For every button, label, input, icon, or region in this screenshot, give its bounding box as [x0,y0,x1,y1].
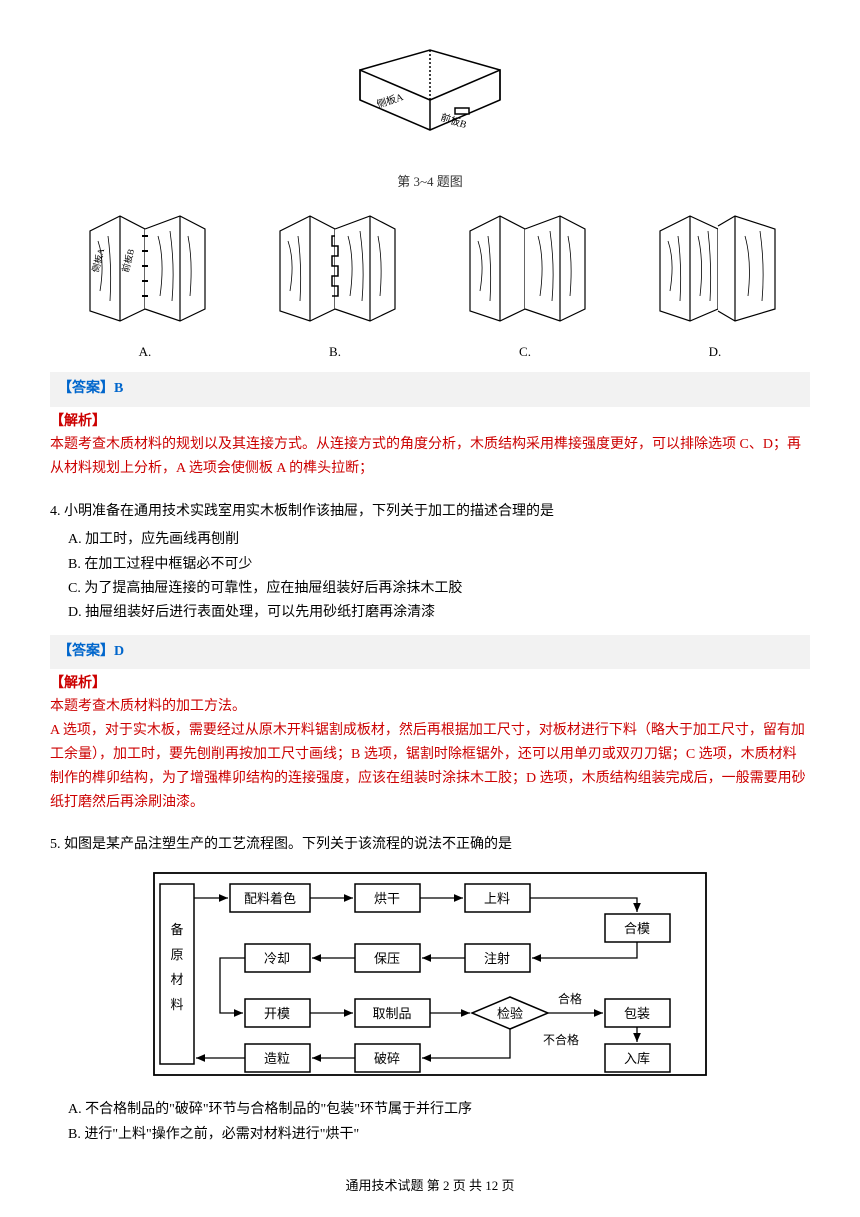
answer-label: 【答案】 [58,644,114,659]
option-label-b: B. [240,342,430,363]
footer-suffix: 页 [498,1178,514,1193]
fc-n8: 开模 [264,1006,290,1021]
fc-n1: 配料着色 [244,891,296,906]
fc-n14: 造粒 [264,1051,290,1066]
fc-start: 备 [170,922,183,937]
svg-text:原: 原 [170,947,183,962]
fc-n13: 破碎 [374,1051,400,1066]
q4-block: 4. 小明准备在通用技术实践室用实木板制作该抽屉，下列关于加工的描述合理的是 A… [50,501,810,625]
fc-n7: 冷却 [264,951,290,966]
q3-analysis-text: 本题考查木质材料的规划以及其连接方式。从连接方式的角度分析，木质结构采用榫接强度… [50,433,810,481]
q5-stem: 5. 如图是某产品注塑生产的工艺流程图。下列关于该流程的说法不正确的是 [50,834,810,856]
option-label-a: A. [50,342,240,363]
fc-pass-label: 合格 [558,991,582,1006]
option-label-c: C. [430,342,620,363]
q3-answer-block: 【答案】B [50,372,810,406]
answer-value: D [114,644,124,659]
q5-partial-options: A. 不合格制品的"破碎"环节与合格制品的"包装"环节属于并行工序 B. 进行"… [50,1099,810,1146]
q3-analysis-label: 【解析】 [50,411,810,433]
drawer-main-figure: 侧板A 前板B [330,40,530,168]
svg-text:料: 料 [170,997,183,1012]
svg-text:材: 材 [170,972,183,987]
q4-opt-b: B. 在加工过程中框锯必不可少 [68,554,810,576]
fc-n12: 入库 [624,1051,650,1066]
footer-prefix: 通用技术试题 第 [345,1178,443,1193]
fc-n5: 注射 [484,951,510,966]
q4-options: A. 加工时，应先画线再刨削 B. 在加工过程中框锯必不可少 C. 为了提高抽屉… [50,529,810,625]
q5-opt-b: B. 进行"上料"操作之前，必需对材料进行"烘干" [68,1124,810,1146]
q4-analysis-text: 本题考查木质材料的加工方法。 A 选项，对于实木板，需要经过从原木开料锯割成板材… [50,695,810,814]
q5-block: 5. 如图是某产品注塑生产的工艺流程图。下列关于该流程的说法不正确的是 [50,834,810,856]
option-figure-c: C. [430,201,620,362]
fc-n3: 上料 [484,891,510,906]
fc-n11: 包装 [624,1006,650,1021]
figure-main-container: 侧板A 前板B 第 3~4 题图 [50,40,810,193]
option-figure-a: 侧板A 前板B A. [50,201,240,362]
q4-opt-d: D. 抽屉组装好后进行表面处理，可以先用砂纸打磨再涂清漆 [68,602,810,624]
footer-mid: 页 共 [449,1178,485,1193]
fc-n9: 取制品 [372,1006,411,1021]
answer-value: B [114,381,123,396]
fc-n6: 保压 [374,951,400,966]
q5-opt-a: A. 不合格制品的"破碎"环节与合格制品的"包装"环节属于并行工序 [68,1099,810,1121]
q4-stem: 4. 小明准备在通用技术实践室用实木板制作该抽屉，下列关于加工的描述合理的是 [50,501,810,523]
fc-n4: 合模 [624,921,650,936]
option-figure-b: B. [240,201,430,362]
q4-answer-block: 【答案】D [50,635,810,669]
option-figure-d: D. [620,201,810,362]
fc-n2: 烘干 [374,891,400,906]
answer-label: 【答案】 [58,381,114,396]
flowchart-svg: 备 原 材 料 配料着色 烘干 上料 合模 注射 保压 冷却 开模 取制品 [150,869,710,1079]
page-footer: 通用技术试题 第 2 页 共 12 页 [50,1176,810,1197]
q4-analysis-label: 【解析】 [50,673,810,695]
q4-opt-a: A. 加工时，应先画线再刨削 [68,529,810,551]
q4-opt-c: C. 为了提高抽屉连接的可靠性，应在抽屉组装好后再涂抹木工胶 [68,578,810,600]
figure-caption: 第 3~4 题图 [50,172,810,193]
option-figures-row: 侧板A 前板B A. B. [50,201,810,362]
flowchart-container: 备 原 材 料 配料着色 烘干 上料 合模 注射 保压 冷却 开模 取制品 [150,869,710,1087]
fc-fail-label: 不合格 [543,1032,579,1047]
option-label-d: D. [620,342,810,363]
footer-total: 12 [485,1178,498,1193]
fc-n10: 检验 [497,1006,523,1021]
